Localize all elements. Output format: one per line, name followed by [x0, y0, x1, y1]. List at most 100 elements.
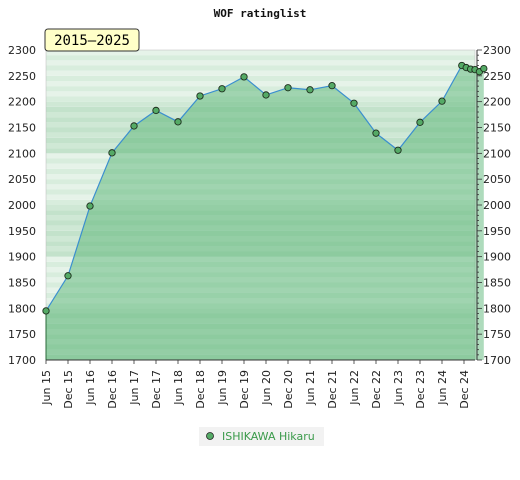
background-band	[46, 323, 475, 329]
data-point	[306, 86, 314, 94]
data-point	[86, 202, 94, 210]
y-tick-label-left: 2000	[8, 199, 36, 212]
background-bands	[45, 49, 476, 361]
x-tick-label: Jun 24	[436, 370, 449, 406]
background-band	[46, 194, 475, 200]
background-band	[46, 298, 475, 304]
data-point	[218, 85, 226, 93]
background-band	[46, 236, 475, 242]
legend-background	[199, 427, 324, 446]
background-band	[46, 313, 475, 319]
background-band	[46, 287, 475, 293]
background-band	[46, 210, 475, 216]
background-band	[46, 70, 475, 76]
background-band	[46, 75, 475, 81]
background-band	[46, 215, 475, 221]
background-band	[46, 137, 475, 143]
background-band	[46, 86, 475, 92]
x-tick-label: Jun 16	[84, 370, 97, 406]
x-tick-label: Dec 17	[150, 370, 163, 409]
y-tick-label-left: 1850	[8, 277, 36, 290]
y-tick-label-right: 2100	[483, 147, 511, 160]
background-band	[46, 199, 475, 205]
data-point	[196, 92, 204, 100]
y-tick-label-right: 2250	[483, 70, 511, 83]
y-axis-left: 1700 1750 1800 1850 1900 1950 2000 2050 2100 2150…	[8, 44, 36, 367]
background-band	[46, 318, 475, 324]
x-tick-label: Dec 20	[282, 370, 295, 409]
background-band	[46, 303, 475, 309]
y-tick-label-right: 1800	[483, 302, 511, 315]
y-tick-label-right: 1850	[483, 277, 511, 290]
legend: ISHIKAWA Hikaru	[199, 427, 324, 446]
background-band	[46, 282, 475, 288]
y-tick-label-right: 1900	[483, 251, 511, 264]
background-band	[46, 308, 475, 314]
y-tick-label-right: 2150	[483, 122, 511, 135]
data-point	[262, 91, 270, 99]
data-point	[152, 106, 160, 115]
background-band	[46, 225, 475, 231]
background-band	[46, 205, 475, 211]
data-point	[130, 122, 138, 130]
background-band	[46, 329, 475, 335]
background-band	[46, 148, 475, 154]
period-box: 2015–2025	[44, 28, 140, 52]
data-point	[394, 146, 402, 154]
data-point	[328, 82, 336, 90]
data-point	[108, 149, 116, 157]
y-tick-label-left: 2300	[8, 44, 36, 57]
y-tick-label-left: 2050	[8, 173, 36, 186]
data-point	[372, 129, 380, 137]
period-label: 2015–2025	[54, 33, 130, 49]
background-band	[46, 179, 475, 185]
background-band	[46, 267, 475, 273]
data-point	[42, 307, 50, 315]
x-tick-label: Jun 20	[260, 370, 273, 406]
y-tick-label-left: 1700	[8, 354, 36, 367]
background-band	[46, 96, 475, 102]
x-tick-label: Jun 22	[348, 370, 361, 406]
background-band	[46, 117, 475, 123]
background-band	[46, 163, 475, 169]
period-box-background	[44, 28, 140, 52]
y-tick-label-left: 1950	[8, 225, 36, 238]
background-band	[46, 339, 475, 345]
y-tick-label-left: 2200	[8, 96, 36, 109]
y-tick-label-right: 1700	[483, 354, 511, 367]
y-tick-label-left: 2250	[8, 70, 36, 83]
background-band	[46, 158, 475, 164]
background-band	[46, 174, 475, 180]
background-band	[46, 91, 475, 97]
y-tick-label-right: 1950	[483, 225, 511, 238]
background-band	[46, 112, 475, 118]
background-band	[46, 220, 475, 226]
background-band	[46, 251, 475, 257]
background-band	[46, 143, 475, 149]
background-band	[46, 127, 475, 133]
data-point	[174, 118, 182, 126]
y-tick-label-right: 2300	[483, 44, 511, 57]
background-band	[46, 344, 475, 350]
x-tick-label: Dec 23	[414, 370, 427, 409]
background-band	[46, 55, 475, 61]
background-band	[46, 50, 475, 56]
data-point	[64, 272, 72, 280]
background-band	[46, 292, 475, 298]
background-band	[46, 65, 475, 71]
data-markers	[42, 61, 488, 315]
y-axis-right: 1700 1750 1800 1850 1900 1950 2000 2050 2100 2150…	[476, 44, 511, 367]
data-point	[438, 97, 446, 105]
background-band	[46, 81, 475, 87]
y-tick-label-left: 1750	[8, 328, 36, 341]
background-band	[46, 60, 475, 66]
background-band	[46, 153, 475, 159]
background-band	[46, 246, 475, 252]
background-band	[46, 132, 475, 138]
x-tick-label: Jun 21	[304, 370, 317, 406]
y-tick-label-left: 1800	[8, 302, 36, 315]
x-tick-label: Jun 23	[392, 370, 405, 406]
data-point	[284, 84, 292, 92]
background-band	[46, 241, 475, 247]
